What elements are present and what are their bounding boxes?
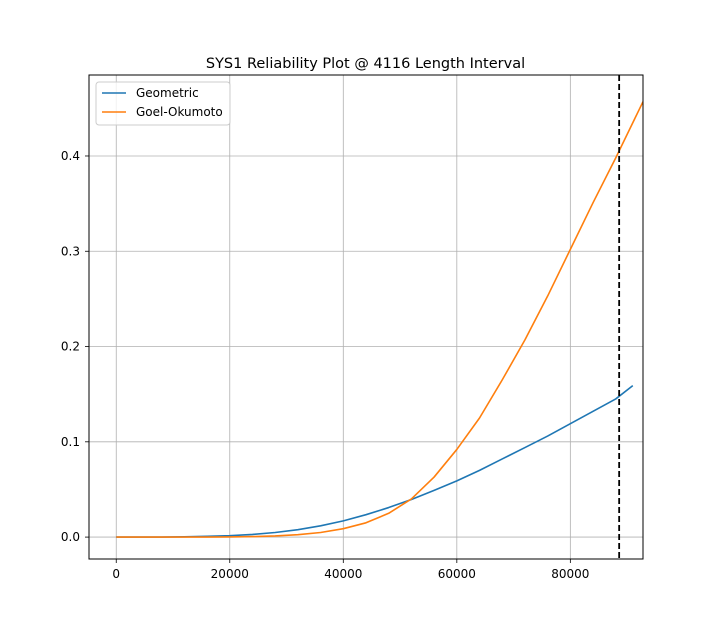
chart-title: SYS1 Reliability Plot @ 4116 Length Inte… xyxy=(206,56,525,72)
legend-label-geometric: Geometric xyxy=(136,86,199,100)
y-tick-label: 0.2 xyxy=(61,340,80,354)
x-tick-label: 60000 xyxy=(438,567,476,581)
x-tick-label: 80000 xyxy=(551,567,589,581)
legend-box xyxy=(95,81,231,126)
series-layer xyxy=(116,101,643,538)
x-tick-label: 20000 xyxy=(211,567,249,581)
y-tick-label: 0.3 xyxy=(61,244,80,258)
x-tick-label: 0 xyxy=(112,567,120,581)
ticks: 0 20000 40000 60000 80000 0.0 0.1 0.2 0.3 0.4 xyxy=(61,149,590,581)
plot-frame xyxy=(88,74,644,560)
legend-label-goel-okumoto: Goel-Okumoto xyxy=(136,105,223,119)
y-tick-label: 0.1 xyxy=(61,435,80,449)
grid xyxy=(89,75,643,559)
y-tick-label: 0.0 xyxy=(61,530,80,544)
y-tick-label: 0.4 xyxy=(61,149,80,163)
series-line-goel-okumoto xyxy=(116,101,643,538)
x-tick-label: 40000 xyxy=(324,567,362,581)
legend: Geometric Goel-Okumoto xyxy=(95,81,231,126)
